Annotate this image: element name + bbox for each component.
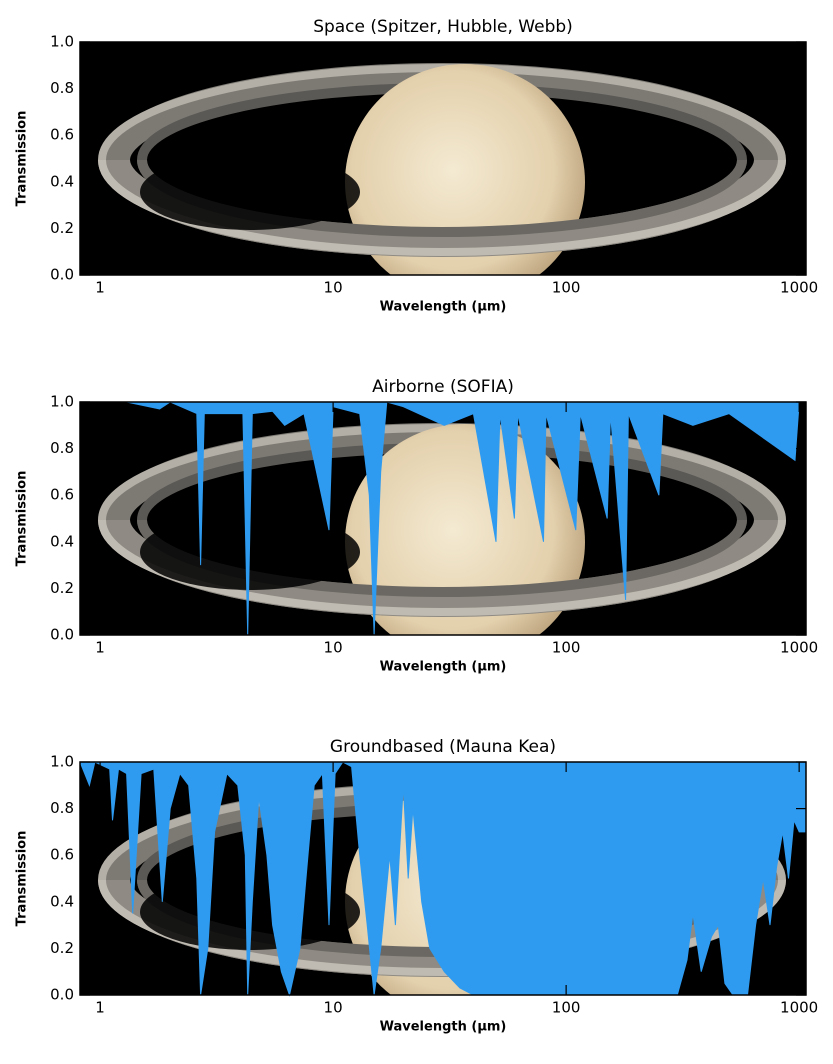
plot-frame [79,401,807,636]
y-axis-label: Transmission [15,111,30,207]
absorption-fill [80,762,806,995]
saturn-backdrop [80,42,806,300]
y-tick-label: 0.8 [50,439,74,457]
absorption-fill [80,402,806,635]
x-tick-label: 100 [552,999,581,1017]
x-tick-label: 1 [95,279,105,297]
y-tick-label: 1.0 [50,753,74,771]
y-tick-label: 0.4 [50,172,74,190]
y-tick-label: 0.6 [50,846,74,864]
saturn-backdrop [80,402,806,660]
x-axis-label: Wavelength (μm) [380,1020,507,1035]
panel: 1 10 100 1000 0.0 0.2 0.4 0.6 0.8 1.0 Airborne (SO… [15,377,819,675]
y-tick-label: 1.0 [50,33,74,51]
x-axis-label: Wavelength (μm) [380,300,507,315]
y-tick-label: 0.4 [50,892,74,910]
panel: 1 10 100 1000 0.0 0.2 0.4 0.6 0.8 1.0 Space (Spitz… [15,17,819,315]
panel-title: Groundbased (Mauna Kea) [330,737,556,757]
x-tick-label: 1000 [780,639,818,657]
y-tick-label: 0.0 [50,626,74,644]
panel-title: Airborne (SOFIA) [372,377,514,397]
panel-background [80,402,806,660]
y-tick-label: 0.6 [50,486,74,504]
y-axis-label: Transmission [15,471,30,567]
y-tick-label: 0.4 [50,532,74,550]
x-tick-label: 1000 [780,279,818,297]
y-tick-label: 1.0 [50,393,74,411]
y-tick-label: 0.0 [50,986,74,1004]
x-tick-label: 10 [324,999,343,1017]
y-tick-label: 0.8 [50,79,74,97]
x-tick-label: 100 [552,279,581,297]
plot-frame [79,41,807,276]
panel: 1 10 100 1000 0.0 0.2 0.4 0.6 0.8 1.0 Groundbased … [15,737,819,1035]
transmission-curve [80,401,806,636]
y-tick-label: 0.2 [50,579,74,597]
y-tick-label: 0.2 [50,939,74,957]
x-tick-label: 10 [324,639,343,657]
x-tick-label: 1 [95,639,105,657]
panel-title: Space (Spitzer, Hubble, Webb) [313,17,573,37]
panel-background [80,42,806,300]
x-tick-label: 100 [552,639,581,657]
y-tick-label: 0.2 [50,219,74,237]
transmission-curve [79,761,806,997]
x-tick-label: 1 [95,999,105,1017]
x-tick-label: 10 [324,279,343,297]
x-axis-label: Wavelength (μm) [380,660,507,675]
y-tick-label: 0.0 [50,266,74,284]
y-tick-label: 0.6 [50,126,74,144]
x-tick-label: 1000 [780,999,818,1017]
y-tick-label: 0.8 [50,799,74,817]
plot-frame [79,761,807,996]
y-axis-label: Transmission [15,831,30,927]
